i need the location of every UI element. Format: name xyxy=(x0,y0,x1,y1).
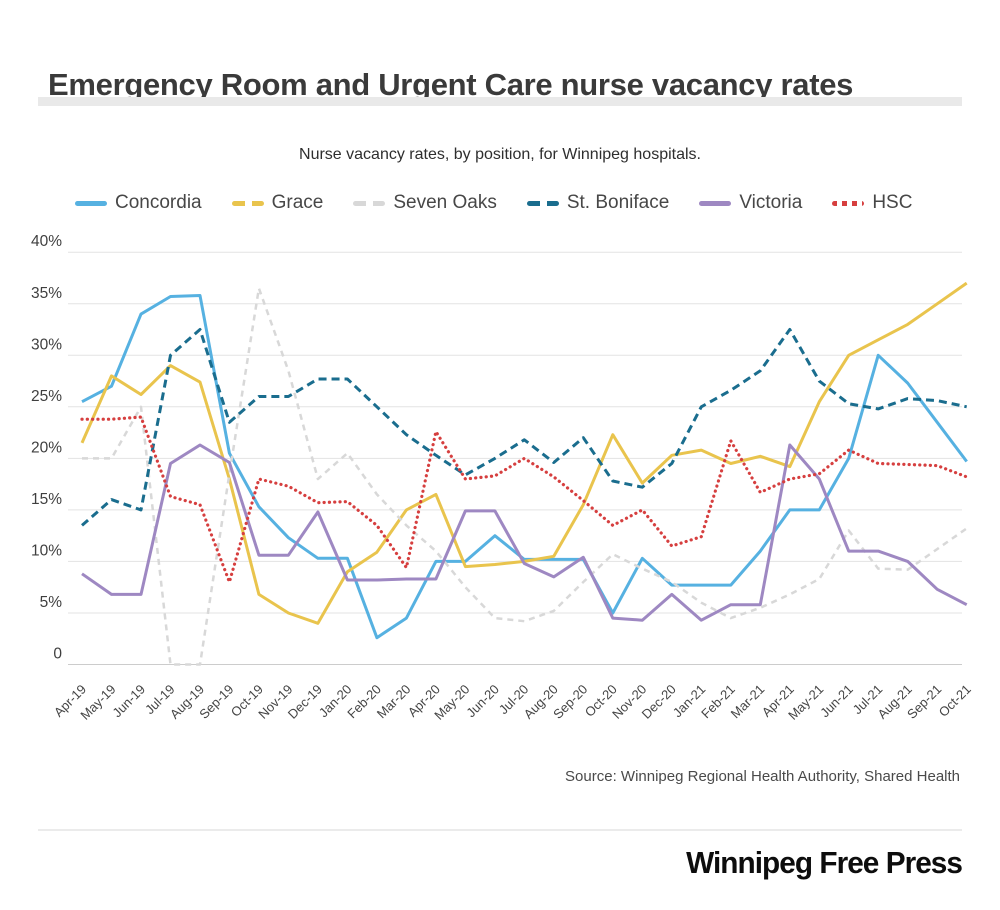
chart-subtitle: Nurse vacancy rates, by position, for Wi… xyxy=(299,146,701,163)
y-axis-label: 25% xyxy=(31,388,62,405)
y-axis-label: 30% xyxy=(31,336,62,353)
series-line-st-boniface xyxy=(81,328,968,527)
legend-swatch-icon xyxy=(75,200,107,206)
title-divider xyxy=(38,97,962,106)
legend-swatch-icon xyxy=(231,200,264,206)
legend-swatch-icon xyxy=(832,200,865,206)
y-axis-label: 15% xyxy=(31,491,62,508)
x-axis-label: Jun-20 xyxy=(463,682,502,721)
series-line-victoria xyxy=(81,443,968,622)
legend-item-grace: Grace xyxy=(231,192,324,214)
y-axis-label: 0 xyxy=(53,646,62,663)
page-title: Emergency Room and Urgent Care nurse vac… xyxy=(48,66,854,102)
y-axis-label: 35% xyxy=(31,285,62,302)
y-axis-label: 20% xyxy=(31,439,62,456)
y-axis-label: 5% xyxy=(40,594,63,611)
chart-legend: Concordia Grace Seven Oaks St. Boniface Vict… xyxy=(75,192,935,214)
series-line-hsc xyxy=(80,415,969,584)
y-axis-label: 10% xyxy=(31,542,62,559)
legend-label: St. Boniface xyxy=(566,192,670,213)
y-axis-label: 40% xyxy=(31,233,62,250)
x-axis-label: Jun-21 xyxy=(817,682,856,721)
vacancy-line-chart: 40%35%30%25%20%15%10%5%0Apr-19May-19Jun-… xyxy=(31,233,974,723)
series-line-concordia xyxy=(81,294,968,640)
x-axis-label: Mar-21 xyxy=(728,682,768,722)
legend-item-victoria: Victoria xyxy=(699,192,802,214)
legend-label: Victoria xyxy=(739,192,803,213)
source-credit: Source: Winnipeg Regional Health Authori… xyxy=(565,768,960,785)
x-axis-label: Oct-21 xyxy=(936,682,974,720)
x-axis-label: Mar-20 xyxy=(374,682,414,722)
legend-item-st-boniface: St. Boniface xyxy=(526,192,670,214)
series-line-seven-oaks xyxy=(82,287,968,666)
legend-label: Concordia xyxy=(115,192,202,213)
legend-label: Grace xyxy=(271,192,324,213)
legend-swatch-icon xyxy=(526,200,559,206)
legend-label: Seven Oaks xyxy=(393,192,497,213)
legend-item-seven-oaks: Seven Oaks xyxy=(353,192,497,214)
legend-swatch-icon xyxy=(699,200,732,206)
legend-swatch-icon xyxy=(353,200,386,206)
publisher-logo: Winnipeg Free Press xyxy=(686,845,963,880)
legend-item-hsc: HSC xyxy=(832,192,912,214)
legend-label: HSC xyxy=(872,192,913,213)
footer-divider xyxy=(38,829,962,831)
legend-item-concordia: Concordia xyxy=(75,192,202,214)
x-axis-label: Jun-19 xyxy=(109,682,148,721)
